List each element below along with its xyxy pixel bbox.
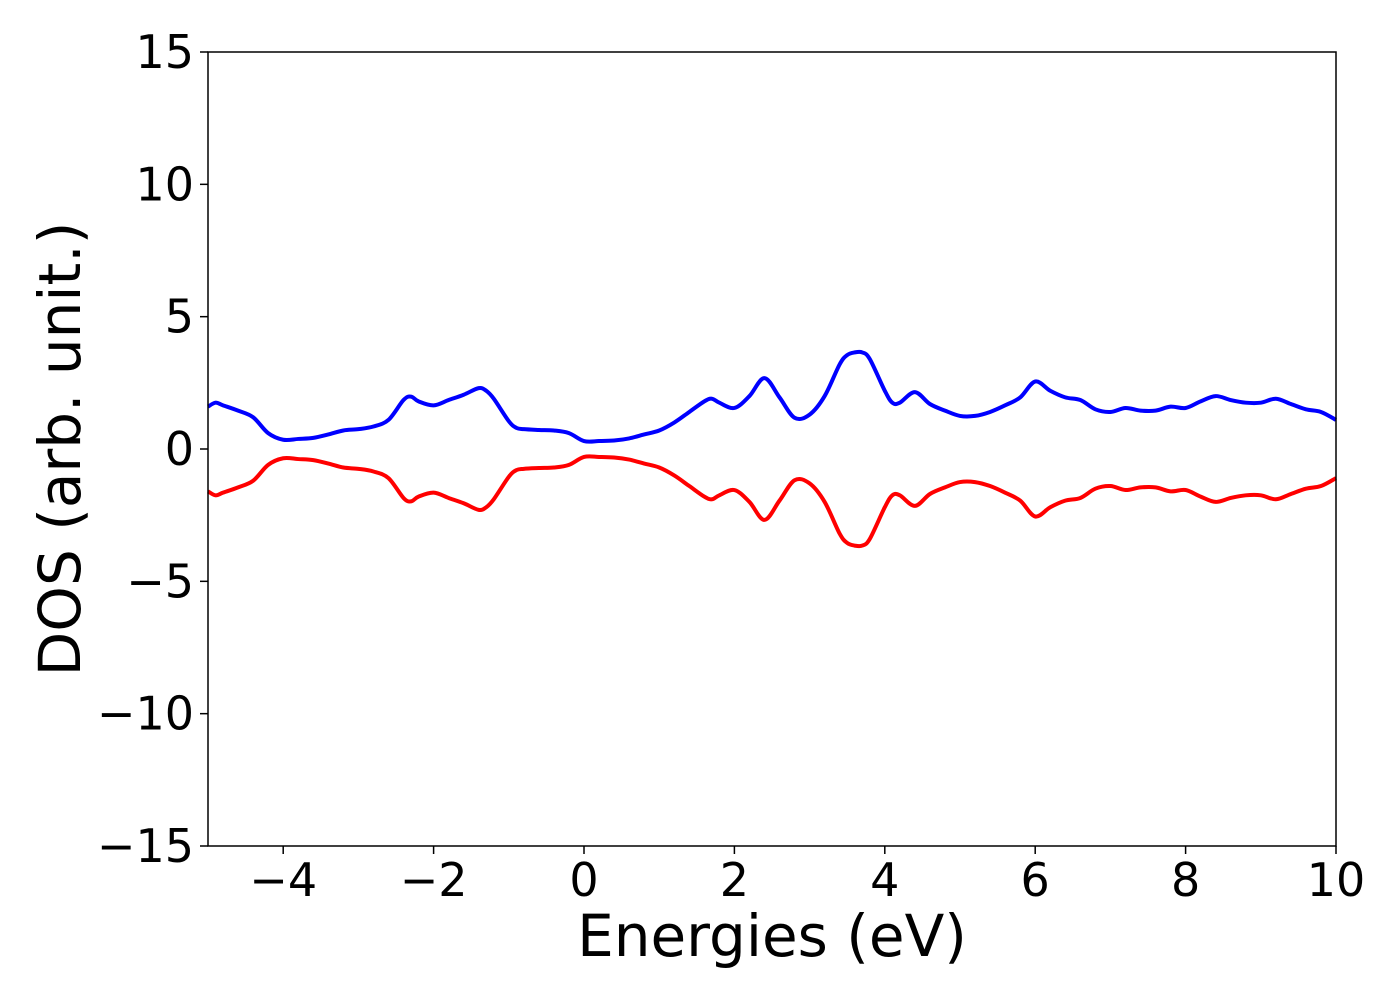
y-tick-label: 5 [165, 290, 194, 344]
y-tick-label: −15 [97, 819, 194, 873]
y-axis-ticks: 15 10 5 0 −5 −10 −15 [97, 25, 208, 873]
y-tick-label: −5 [126, 554, 194, 608]
x-tick-label: 2 [720, 853, 749, 907]
series-line-1 [206, 349, 1337, 444]
series-line-2 [206, 454, 1337, 549]
plot-frame [207, 51, 1337, 847]
x-tick-label: 6 [1021, 853, 1050, 907]
x-tick-label: 4 [870, 853, 899, 907]
series-layer [206, 349, 1337, 549]
x-tick-label: −2 [400, 853, 468, 907]
y-tick-label: 10 [135, 157, 194, 211]
y-tick-label: −10 [97, 687, 194, 741]
x-tick-label: 10 [1307, 853, 1366, 907]
x-tick-label: −4 [249, 853, 317, 907]
y-tick-label: 0 [165, 422, 194, 476]
x-axis-ticks: −4 −2 0 2 4 6 8 10 [249, 846, 1365, 907]
x-tick-label: 8 [1171, 853, 1200, 907]
y-tick-label: 15 [135, 25, 194, 79]
x-tick-label: 0 [569, 853, 598, 907]
y-axis-label: DOS (arb. unit.) [26, 222, 94, 677]
x-axis-label: Energies (eV) [577, 902, 967, 970]
